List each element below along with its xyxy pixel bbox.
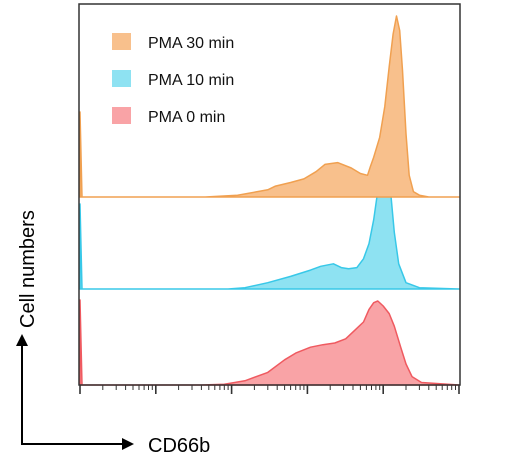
legend: PMA 30 min PMA 10 min PMA 0 min bbox=[112, 33, 234, 126]
legend-item-1: PMA 10 min bbox=[112, 70, 234, 89]
legend-swatch bbox=[112, 107, 131, 124]
series-area-2 bbox=[79, 299, 460, 386]
legend-swatch bbox=[112, 70, 131, 87]
series-area-0 bbox=[79, 15, 460, 198]
x-axis-ticks bbox=[79, 385, 460, 394]
series-layer bbox=[79, 15, 460, 386]
legend-label: PMA 0 min bbox=[148, 109, 225, 126]
y-axis-title: Cell numbers bbox=[17, 210, 39, 328]
legend-item-0: PMA 30 min bbox=[112, 33, 234, 52]
plot-frame bbox=[78, 3, 461, 386]
legend-label: PMA 30 min bbox=[148, 35, 234, 52]
x-axis-title: CD66b bbox=[148, 435, 210, 457]
series-area-1 bbox=[79, 162, 460, 290]
legend-item-2: PMA 0 min bbox=[112, 107, 225, 126]
legend-label: PMA 10 min bbox=[148, 72, 234, 89]
legend-swatch bbox=[112, 33, 131, 50]
